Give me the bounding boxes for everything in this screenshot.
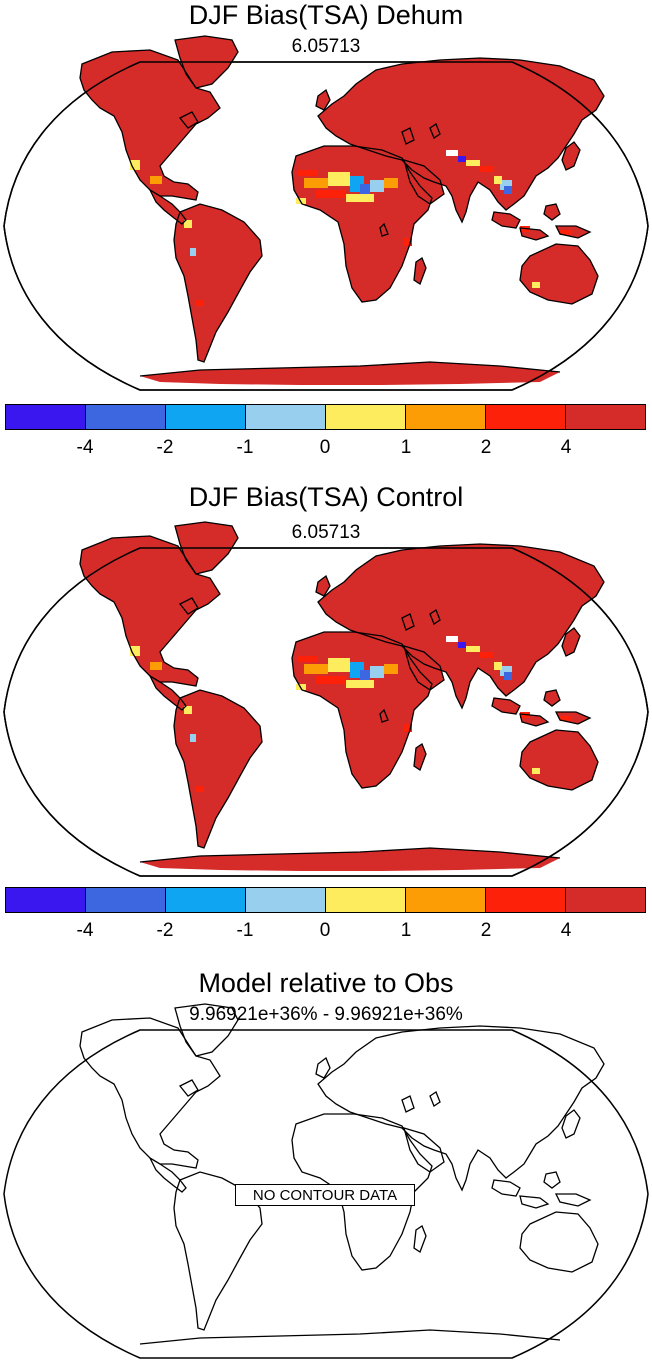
colorbar-swatch (86, 405, 166, 429)
colorbar-2 (5, 887, 646, 913)
colorbar-swatch (86, 888, 166, 912)
colorbar-1 (5, 404, 646, 430)
map-title-3: Model relative to Obs (198, 968, 454, 998)
tick-label: 1 (400, 437, 412, 458)
world-map-2 (3, 521, 649, 877)
tick-label: 2 (480, 920, 492, 941)
colorbar-swatch (406, 888, 486, 912)
colorbar-swatch (166, 888, 246, 912)
map-subtitle-3: 9.96921e+36% - 9.96921e+36% (189, 1004, 463, 1025)
colorbar-swatch (326, 888, 406, 912)
tick-label: -1 (236, 920, 254, 941)
tick-label: 4 (560, 437, 572, 458)
colorbar-ticks-1: -4 -2 -1 0 1 2 4 (0, 437, 652, 461)
tick-label: 0 (319, 437, 331, 458)
tick-label: -2 (156, 920, 174, 941)
colorbar-swatch (406, 405, 486, 429)
colorbar-swatch (486, 888, 566, 912)
world-map-3 (3, 1003, 649, 1359)
no-contour-data-label: NO CONTOUR DATA (235, 1184, 415, 1206)
tick-label: -4 (76, 437, 94, 458)
tick-label: 4 (560, 920, 572, 941)
map-subtitle-2: 6.05713 (291, 522, 361, 543)
colorbar-swatch (246, 888, 326, 912)
map-subtitle-1: 6.05713 (291, 36, 361, 57)
colorbar-ticks-2: -4 -2 -1 0 1 2 4 (0, 920, 652, 944)
colorbar-swatch (246, 405, 326, 429)
colorbar-swatch (6, 405, 86, 429)
map-title-1: DJF Bias(TSA) Dehum (188, 0, 464, 30)
colorbar-swatch (6, 888, 86, 912)
world-map-1 (3, 35, 649, 391)
colorbar-swatch (326, 405, 406, 429)
colorbar-swatch (566, 888, 645, 912)
colorbar-swatch (166, 405, 246, 429)
map-title-2: DJF Bias(TSA) Control (188, 482, 464, 512)
colorbar-swatch (486, 405, 566, 429)
tick-label: -2 (156, 437, 174, 458)
tick-label: 1 (400, 920, 412, 941)
colorbar-swatch (566, 405, 645, 429)
tick-label: 2 (480, 437, 492, 458)
tick-label: -1 (236, 437, 254, 458)
tick-label: 0 (319, 920, 331, 941)
tick-label: -4 (76, 920, 94, 941)
